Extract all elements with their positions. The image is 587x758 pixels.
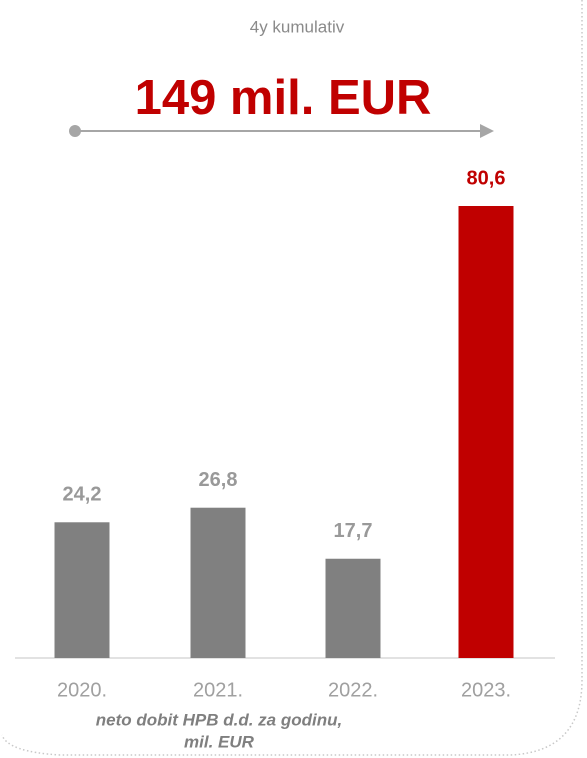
x-tick-label: 2022. [328,679,378,701]
value-label: 80,6 [467,167,506,189]
bar [54,522,110,658]
x-tick-label: 2023. [461,679,511,701]
bar [190,507,246,658]
chart-title: 149 mil. EUR [135,71,432,125]
bar [458,206,514,658]
chart-subtitle: 4y kumulativ [250,17,345,36]
value-label: 26,8 [199,469,238,491]
x-tick-label: 2020. [57,679,107,701]
value-label: 17,7 [334,520,373,542]
note-line: mil. EUR [184,732,255,751]
bar [325,558,381,658]
arrow-head [480,124,494,138]
x-tick-label: 2021. [193,679,243,701]
arrow-start [69,125,81,137]
note-line: neto dobit HPB d.d. za godinu, [96,710,342,729]
value-label: 24,2 [63,484,102,506]
